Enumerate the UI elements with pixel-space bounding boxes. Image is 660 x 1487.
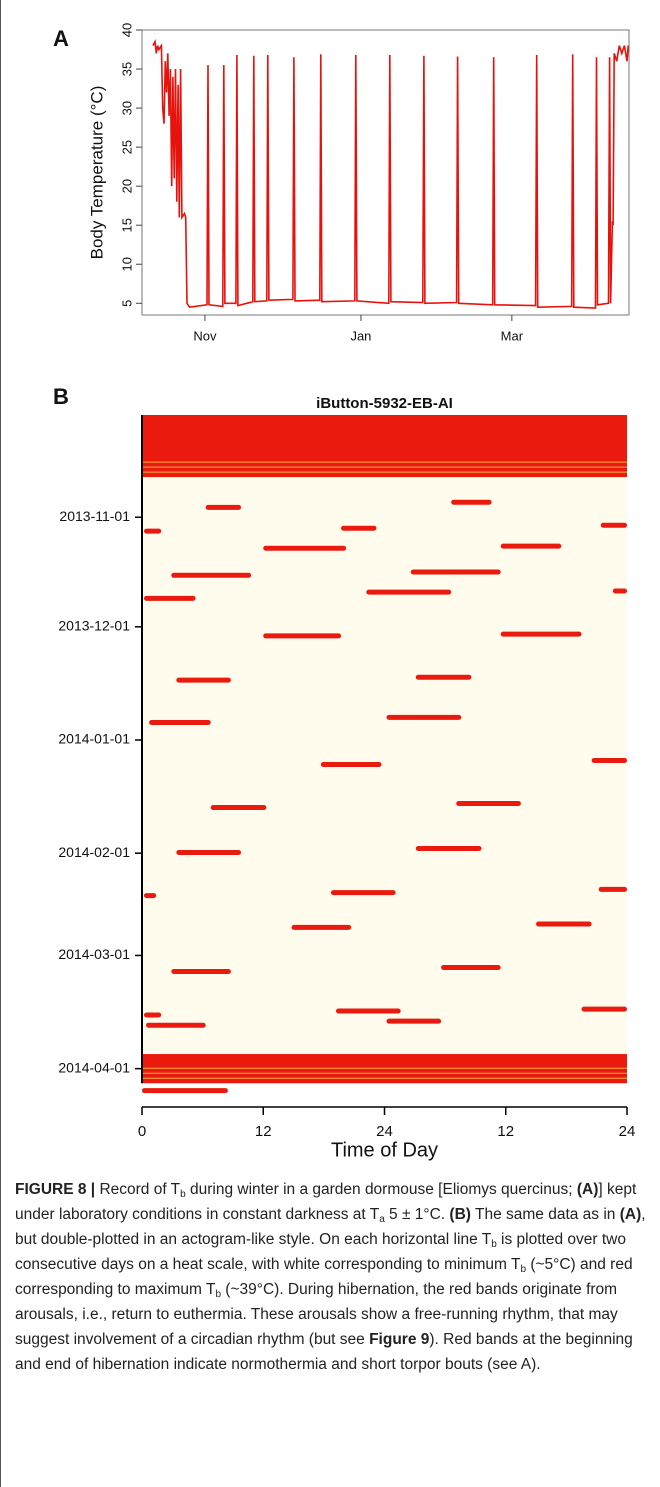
arousal-band — [176, 677, 231, 683]
arousal-band — [612, 588, 627, 594]
arousal-band — [336, 1008, 401, 1014]
caption-text: (A) — [576, 1181, 599, 1198]
arousal-band — [581, 1006, 627, 1012]
arousal-band — [500, 631, 582, 637]
caption-text: (~39°C). During hibernation, the red ban… — [15, 1281, 618, 1348]
arousal-band — [386, 714, 462, 720]
arousal-band — [210, 805, 267, 811]
arousal-band — [598, 886, 627, 892]
x-tick-label: 12 — [497, 1123, 514, 1140]
arousal-band — [144, 1012, 162, 1018]
caption-text: is plotted over two consecutive days on … — [15, 1231, 626, 1273]
caption-text: , but double-plotted in an actogram-like… — [15, 1206, 646, 1248]
caption-text: during winter in a garden dormouse [Elio… — [185, 1181, 577, 1198]
caption-text: The same data as in — [470, 1206, 620, 1223]
y-tick-label: 25 — [119, 140, 134, 154]
caption-text: b — [491, 1239, 497, 1250]
plot-frame — [141, 29, 630, 316]
y-tick-label: 2013-12-01 — [58, 618, 130, 634]
caption-text: Record of T — [95, 1181, 181, 1198]
caption-text: b — [180, 1189, 186, 1200]
x-tick-label: 0 — [138, 1123, 146, 1140]
y-axis-label: Body Temperature (°C) — [87, 86, 106, 260]
caption-text: b — [520, 1264, 527, 1275]
arousal-band — [441, 965, 501, 971]
arousal-band — [320, 761, 382, 767]
caption: FIGURE 8 | Record of Tb during winter in… — [15, 1177, 651, 1377]
heat-background — [142, 477, 627, 1055]
arousal-band — [263, 633, 342, 639]
figure: A B 5 10 15 20 25 30 35 40 Nov Jan Mar Body Tempera… — [53, 23, 636, 1162]
caption-text: ] kept under laboratory conditions in co… — [15, 1181, 637, 1223]
temperature-line — [152, 38, 629, 309]
caption-text: FIGURE 8 | — [15, 1181, 96, 1198]
caption-text: ). Red bands at the beginning and end of… — [15, 1331, 633, 1373]
arousal-band — [171, 969, 231, 975]
arousal-band — [500, 543, 562, 549]
x-tick-label: 24 — [619, 1123, 636, 1140]
y-tick-label: 15 — [119, 218, 134, 232]
y-tick-label: 2014-03-01 — [58, 946, 130, 962]
panel-label: A — [53, 26, 69, 51]
caption-text: (~5°C) and red corresponding to maximum … — [15, 1256, 633, 1298]
y-tick-label: 2014-01-01 — [58, 731, 130, 747]
caption-text: 5 ± 1°C. — [384, 1206, 450, 1223]
y-tick-label: 2014-04-01 — [58, 1059, 130, 1075]
arousal-band — [456, 801, 521, 807]
y-tick-label: 10 — [119, 257, 134, 271]
arousal-band — [144, 528, 162, 534]
y-tick-label: 2014-02-01 — [58, 844, 130, 860]
arousal-band — [330, 890, 396, 896]
y-tick-label: 30 — [119, 101, 134, 115]
y-tick-label: 20 — [119, 179, 134, 193]
arousal-band — [386, 1018, 442, 1024]
arousal-band — [366, 589, 452, 595]
arousal-band — [291, 924, 352, 930]
arousal-band — [263, 545, 347, 551]
y-tick-label: 35 — [119, 62, 134, 76]
y-tick-label: 40 — [119, 23, 134, 37]
arousal-band — [144, 595, 196, 601]
x-tick-label: Nov — [193, 328, 217, 343]
arousal-band — [142, 1088, 228, 1094]
caption-text: (B) — [449, 1206, 471, 1223]
arousal-band — [341, 525, 377, 531]
caption-text: (A) — [619, 1206, 642, 1223]
panel-label: B — [53, 384, 69, 409]
arousal-band — [410, 569, 501, 575]
arousal-band — [144, 893, 157, 899]
arousal-band — [415, 674, 472, 680]
arousal-band — [600, 522, 627, 528]
x-tick-label: 12 — [255, 1123, 272, 1140]
y-tick-label: 5 — [119, 300, 134, 307]
caption-text: b — [215, 1289, 221, 1300]
x-axis-label: Time of Day — [331, 1139, 438, 1161]
arousal-band — [415, 845, 482, 851]
caption-text: Figure 9 — [369, 1331, 430, 1348]
x-tick-label: Jan — [350, 328, 371, 343]
arousal-band — [171, 572, 252, 578]
normothermia-block — [142, 415, 627, 478]
chart-title: iButton-5932-EB-AI — [316, 395, 453, 412]
caption-text: a — [379, 1214, 385, 1225]
arousal-band — [149, 719, 211, 725]
arousal-band — [146, 1022, 206, 1028]
x-tick-label: Mar — [501, 328, 524, 343]
arousal-band — [451, 499, 492, 505]
arousal-band — [536, 921, 592, 927]
arousal-band — [176, 849, 242, 855]
x-tick-label: 24 — [376, 1123, 393, 1140]
y-tick-label: 2013-11-01 — [59, 508, 130, 524]
arousal-band — [205, 504, 242, 510]
arousal-band — [591, 757, 627, 763]
